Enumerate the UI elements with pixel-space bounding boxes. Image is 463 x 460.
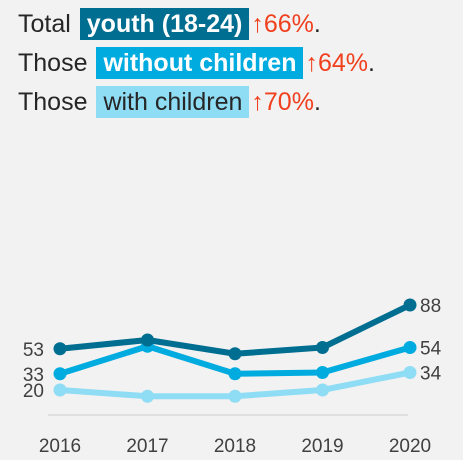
- change-with-children: ↑70%: [251, 88, 314, 116]
- data-point: [316, 383, 329, 397]
- series-tag-without-children: without children: [96, 47, 304, 79]
- row-prefix: Total: [18, 10, 71, 38]
- data-point: [228, 367, 242, 381]
- headline-row-total: Total youth (18-24) ↑66%.: [18, 8, 321, 40]
- row-prefix: Those: [18, 49, 88, 77]
- row-suffix: .: [313, 10, 321, 38]
- data-point: [53, 367, 67, 381]
- x-tick-label-2019: 2019: [301, 436, 343, 457]
- data-point: [53, 342, 67, 356]
- series-start-label: 33: [23, 365, 44, 386]
- series-line-1: [57, 302, 413, 357]
- headline-row-with-children: Those with children ↑70%.: [18, 86, 321, 118]
- data-point: [228, 347, 242, 361]
- x-tick-label-2020: 2020: [389, 436, 431, 457]
- data-point: [403, 366, 417, 379]
- data-point: [316, 366, 329, 379]
- series-end-label: 34: [420, 364, 442, 385]
- series-tag-total-youth: youth (18-24): [79, 8, 250, 40]
- change-total: ↑66%: [251, 10, 314, 38]
- data-point: [403, 341, 417, 354]
- x-tick-label-2018: 2018: [214, 436, 256, 457]
- series-tag-with-children: with children: [96, 86, 250, 118]
- series-end-label: 88: [420, 296, 441, 317]
- series-start-label: 20: [23, 381, 44, 402]
- x-tick-label-2017: 2017: [126, 436, 168, 457]
- row-prefix: Those: [18, 88, 88, 116]
- data-point: [228, 389, 242, 403]
- data-point: [316, 341, 329, 354]
- data-point: [141, 389, 154, 403]
- data-point: [53, 383, 67, 397]
- change-without-children: ↑64%: [305, 49, 369, 77]
- series-end-label: 54: [420, 339, 442, 360]
- x-tick-label-2016: 2016: [39, 436, 81, 457]
- data-point: [141, 333, 154, 347]
- row-suffix: .: [368, 49, 375, 77]
- series-start-label: 53: [23, 340, 44, 361]
- row-suffix: .: [313, 88, 321, 116]
- data-point: [403, 298, 417, 312]
- headline-row-without-children: Those without children ↑64%.: [18, 47, 375, 79]
